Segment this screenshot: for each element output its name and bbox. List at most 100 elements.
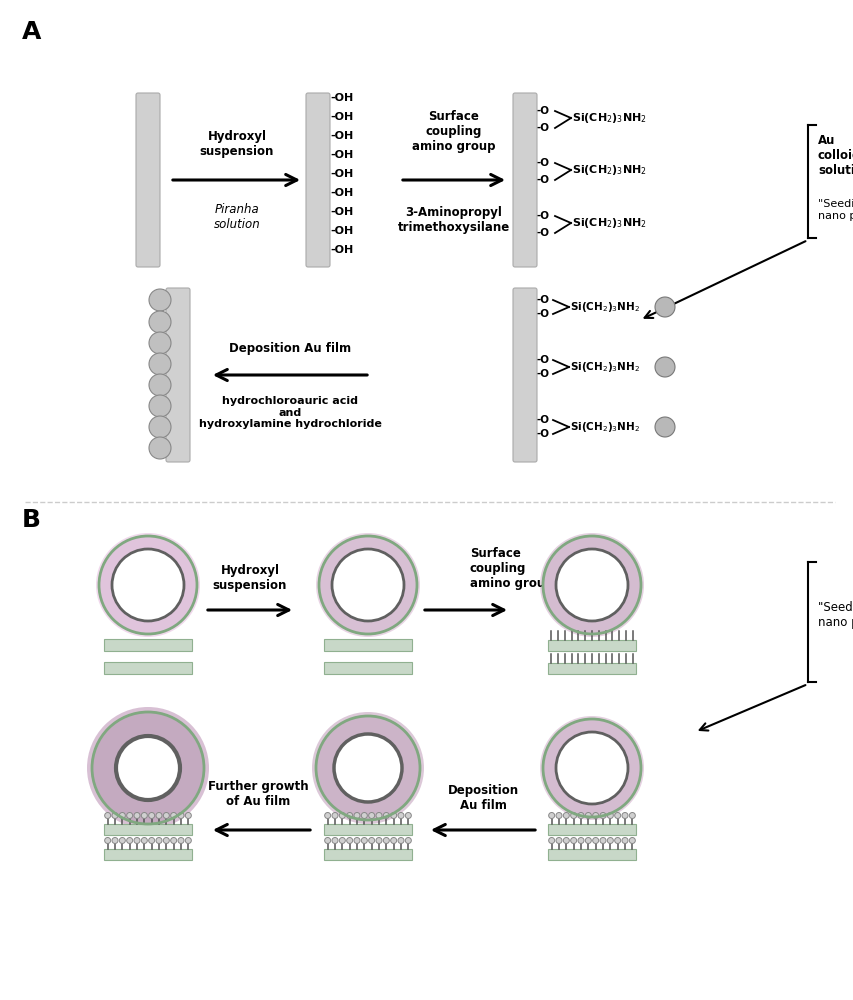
Text: Surface
coupling
amino group: Surface coupling amino group xyxy=(412,110,496,153)
Circle shape xyxy=(405,812,411,818)
Circle shape xyxy=(148,812,154,818)
Circle shape xyxy=(629,837,635,843)
Circle shape xyxy=(614,812,620,818)
Circle shape xyxy=(148,416,171,438)
Circle shape xyxy=(584,837,590,843)
Circle shape xyxy=(548,812,554,818)
Bar xyxy=(323,824,411,835)
Text: "Seeding" gold
nano particles: "Seeding" gold nano particles xyxy=(817,199,853,221)
Circle shape xyxy=(148,332,171,354)
Circle shape xyxy=(570,837,576,843)
Circle shape xyxy=(163,837,169,843)
Bar xyxy=(104,662,192,674)
Circle shape xyxy=(361,812,367,818)
Circle shape xyxy=(629,812,635,818)
Circle shape xyxy=(375,812,381,818)
Circle shape xyxy=(555,812,561,818)
Circle shape xyxy=(339,837,345,843)
Circle shape xyxy=(397,837,403,843)
Circle shape xyxy=(148,311,171,333)
Text: Further growth
of Au film: Further growth of Au film xyxy=(207,780,308,808)
Circle shape xyxy=(334,734,402,802)
Text: Surface
coupling
amino group: Surface coupling amino group xyxy=(469,547,553,590)
Circle shape xyxy=(577,837,583,843)
Circle shape xyxy=(316,533,420,637)
Circle shape xyxy=(621,837,627,843)
Text: Si(CH$_2$)$_3$NH$_2$: Si(CH$_2$)$_3$NH$_2$ xyxy=(572,111,646,125)
Circle shape xyxy=(134,837,140,843)
Bar xyxy=(548,640,635,650)
Text: A: A xyxy=(22,20,41,44)
Circle shape xyxy=(606,812,612,818)
Circle shape xyxy=(592,837,598,843)
Circle shape xyxy=(600,812,606,818)
Text: -O: -O xyxy=(537,211,549,221)
Circle shape xyxy=(177,837,183,843)
Text: -O: -O xyxy=(537,309,549,319)
Text: -OH: -OH xyxy=(329,150,353,160)
Circle shape xyxy=(311,712,423,824)
Circle shape xyxy=(346,812,352,818)
Circle shape xyxy=(390,837,396,843)
Circle shape xyxy=(163,812,169,818)
Text: -OH: -OH xyxy=(329,226,353,236)
Text: -OH: -OH xyxy=(329,112,353,122)
Circle shape xyxy=(654,357,674,377)
Circle shape xyxy=(397,812,403,818)
Circle shape xyxy=(600,837,606,843)
Bar xyxy=(104,824,192,835)
Text: -O: -O xyxy=(537,175,549,185)
Circle shape xyxy=(383,837,389,843)
Circle shape xyxy=(570,812,576,818)
Circle shape xyxy=(134,812,140,818)
Text: Hydroxyl
suspension: Hydroxyl suspension xyxy=(200,130,274,158)
Circle shape xyxy=(171,837,177,843)
Circle shape xyxy=(346,837,352,843)
Circle shape xyxy=(654,417,674,437)
Circle shape xyxy=(148,837,154,843)
Circle shape xyxy=(99,536,197,634)
Circle shape xyxy=(621,812,627,818)
Text: -O: -O xyxy=(537,355,549,365)
Text: "Seeding" gold
nano particles: "Seeding" gold nano particles xyxy=(817,601,853,629)
Text: -OH: -OH xyxy=(329,131,353,141)
Circle shape xyxy=(87,707,209,829)
Text: Si(CH$_2$)$_3$NH$_2$: Si(CH$_2$)$_3$NH$_2$ xyxy=(572,163,646,177)
Bar xyxy=(548,849,635,860)
Circle shape xyxy=(119,837,125,843)
Text: -O: -O xyxy=(537,369,549,379)
Text: Au
colloidal
solution: Au colloidal solution xyxy=(817,134,853,177)
Circle shape xyxy=(368,812,374,818)
Circle shape xyxy=(390,812,396,818)
Circle shape xyxy=(105,812,111,818)
Circle shape xyxy=(543,536,641,634)
Bar xyxy=(548,662,635,674)
Text: -O: -O xyxy=(537,429,549,439)
Text: Si(CH$_2$)$_3$NH$_2$: Si(CH$_2$)$_3$NH$_2$ xyxy=(569,300,639,314)
Circle shape xyxy=(368,837,374,843)
Circle shape xyxy=(148,374,171,396)
Circle shape xyxy=(592,812,598,818)
Circle shape xyxy=(354,812,360,818)
Circle shape xyxy=(116,736,180,800)
Circle shape xyxy=(555,549,627,621)
Circle shape xyxy=(148,353,171,375)
Text: Deposition
Au film: Deposition Au film xyxy=(447,784,518,812)
Circle shape xyxy=(614,837,620,843)
Circle shape xyxy=(539,716,643,820)
Circle shape xyxy=(324,837,330,843)
Circle shape xyxy=(319,536,416,634)
Circle shape xyxy=(332,812,338,818)
Text: -O: -O xyxy=(537,415,549,425)
Text: -O: -O xyxy=(537,106,549,116)
Circle shape xyxy=(141,837,148,843)
Circle shape xyxy=(112,837,118,843)
Circle shape xyxy=(141,812,148,818)
Circle shape xyxy=(548,837,554,843)
Text: Hydroxyl
suspension: Hydroxyl suspension xyxy=(212,564,287,592)
Text: hydrochloroauric acid
and
hydroxylamine hydrochloride: hydrochloroauric acid and hydroxylamine … xyxy=(199,396,381,429)
Circle shape xyxy=(555,732,627,804)
Circle shape xyxy=(171,812,177,818)
Circle shape xyxy=(156,812,162,818)
Circle shape xyxy=(316,716,420,820)
